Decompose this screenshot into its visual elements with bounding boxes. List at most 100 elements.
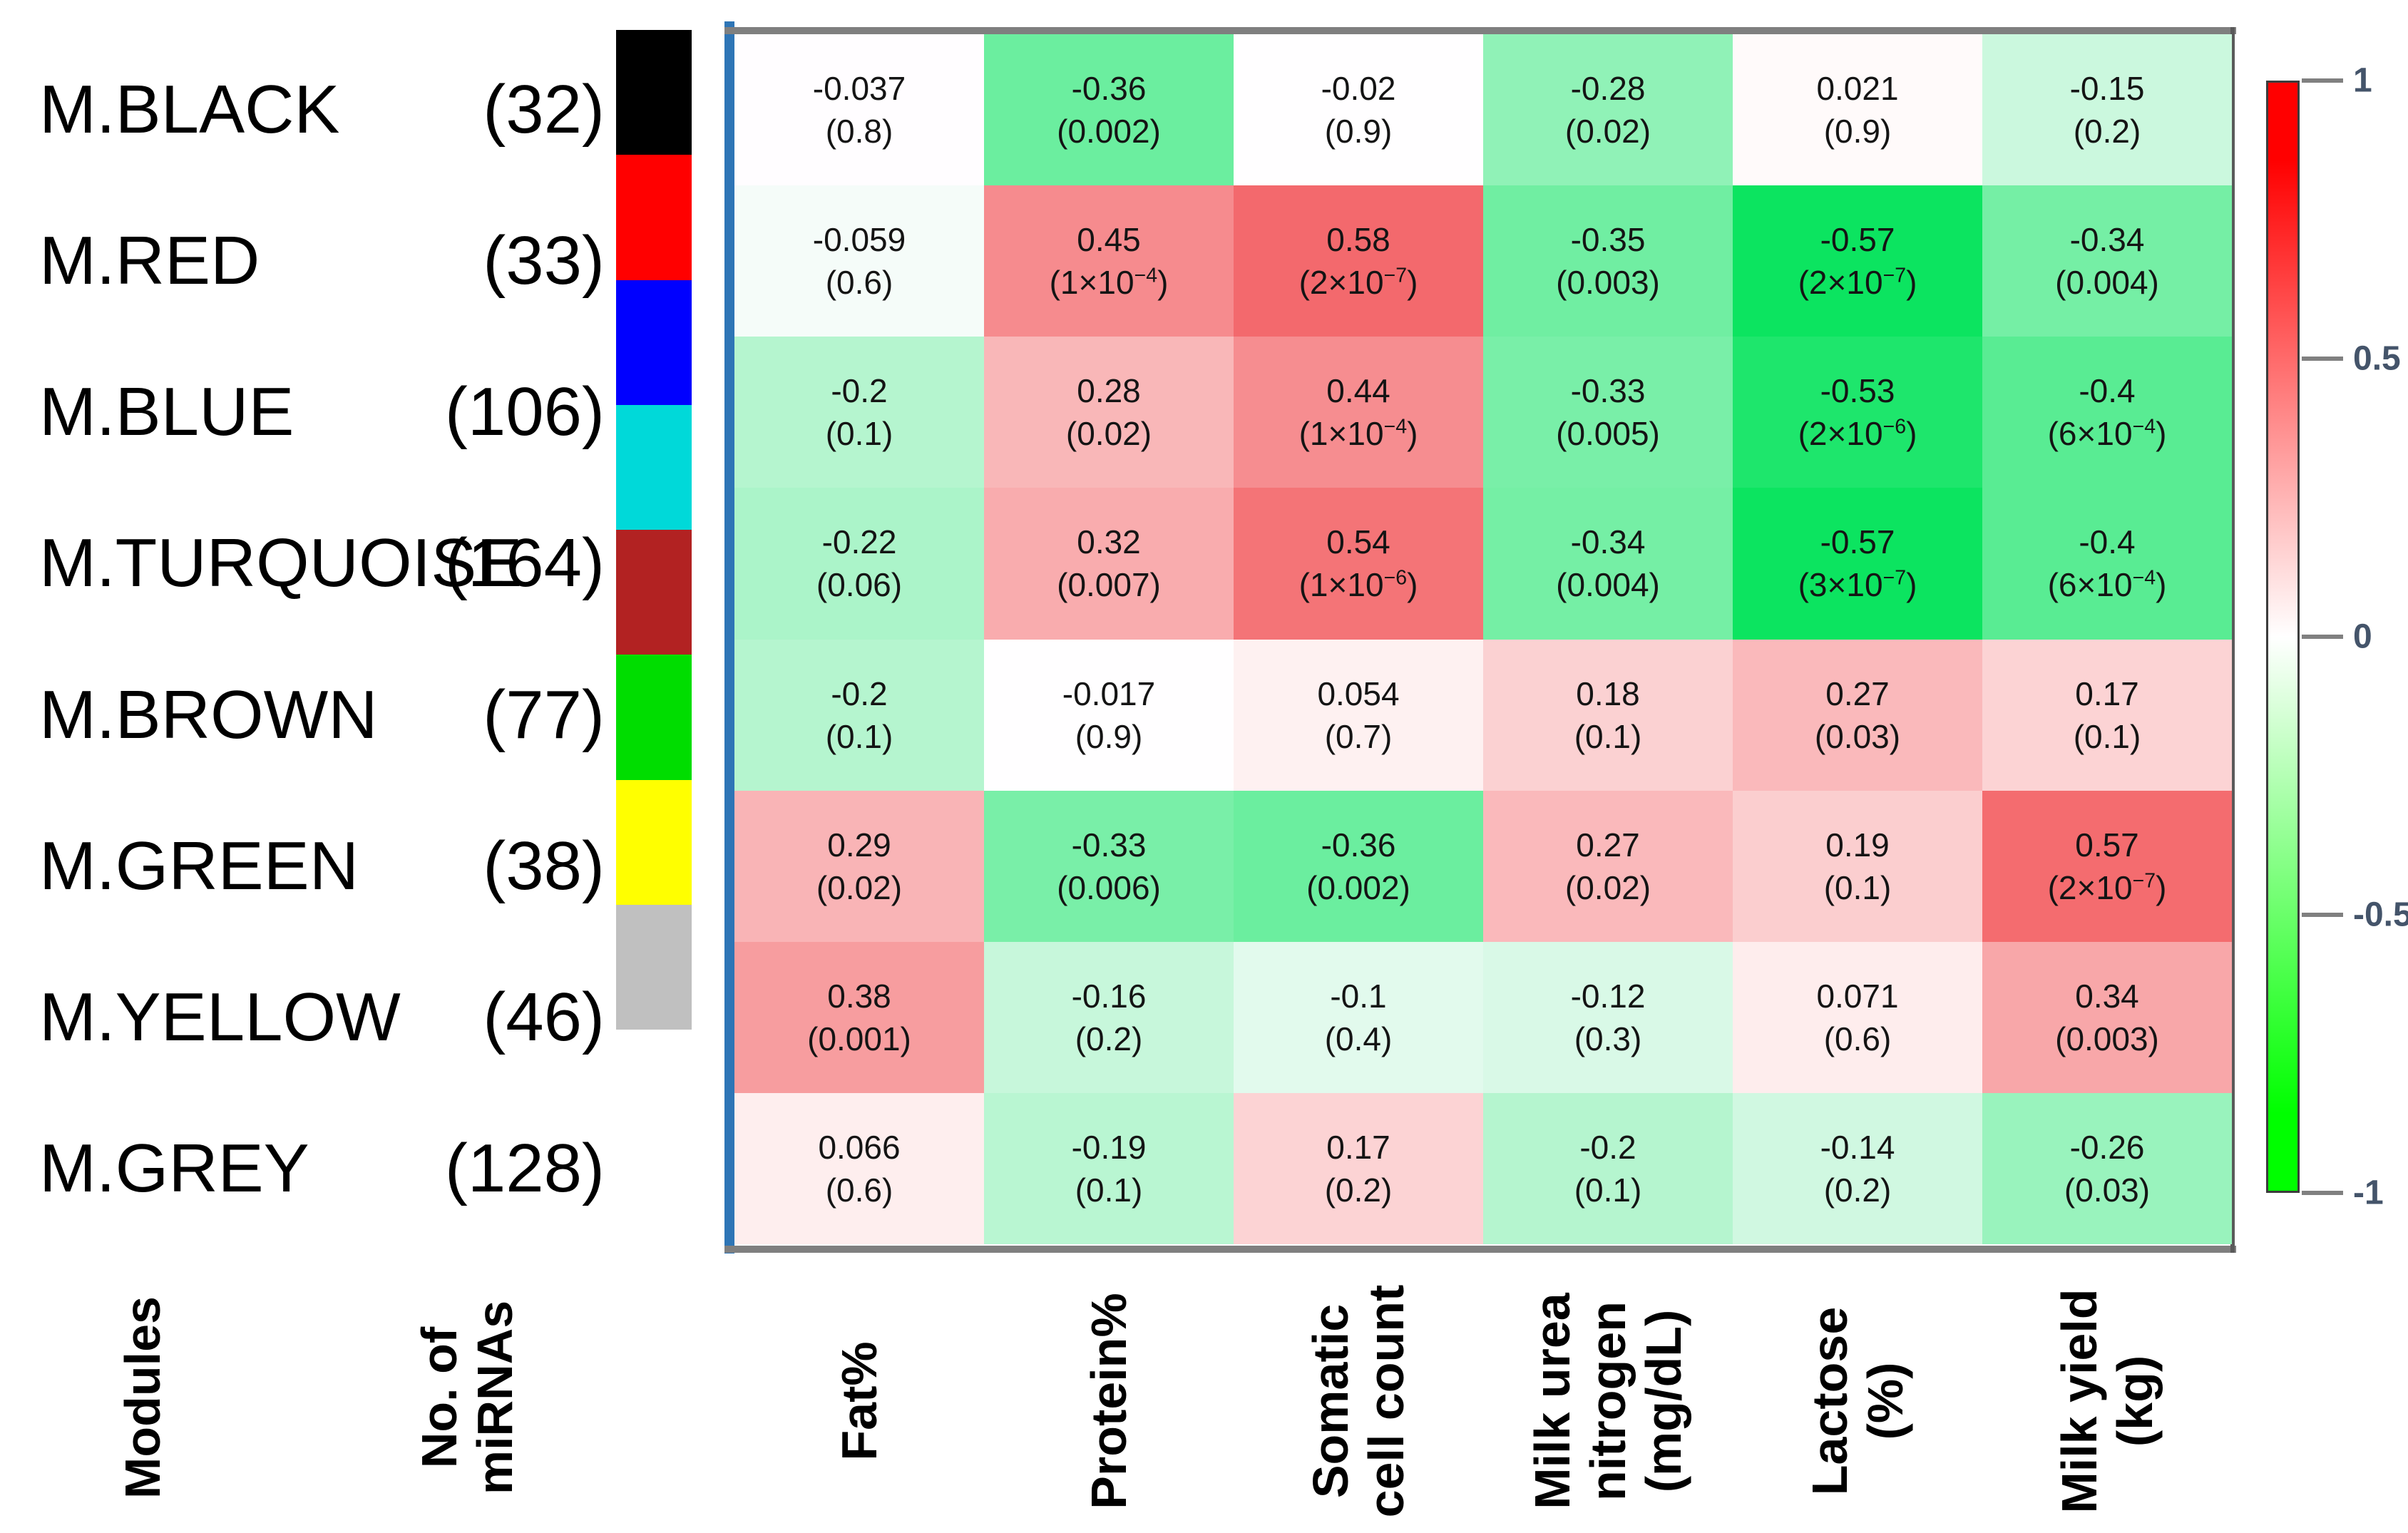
p-value: (0.002): [1306, 868, 1410, 906]
heatmap-cell: 0.071 (0.6): [1733, 941, 1982, 1093]
mirna-axis-label-line: miRNAs: [467, 1300, 523, 1495]
column-label: Somatic cell count: [1303, 1285, 1414, 1518]
colorbar-tick-line: [2302, 78, 2343, 83]
column-label: Lactose (%): [1802, 1307, 1913, 1496]
heatmap-cell: 0.58 (2×10−7): [1234, 185, 1483, 337]
heatmap-cell: 0.17 (0.2): [1234, 1092, 1483, 1244]
correlation-value: 0.54: [1326, 523, 1390, 561]
heatmap-cell: -0.22 (0.06): [734, 488, 984, 640]
correlation-value: -0.33: [1570, 372, 1646, 410]
heatmap-cell: 0.19 (0.1): [1733, 790, 1982, 942]
p-value: (0.001): [807, 1020, 911, 1057]
heatmap-frame-top-border: [724, 27, 2236, 34]
module-row: M.TURQUOISE (164): [0, 488, 613, 639]
correlation-value: 0.17: [1326, 1128, 1390, 1166]
column-label-line: Protein%: [1081, 1293, 1137, 1509]
heatmap-cell: -0.15 (0.2): [1982, 34, 2232, 186]
correlation-value: -0.28: [1570, 70, 1646, 108]
heatmap-cell: -0.36 (0.002): [1234, 790, 1483, 942]
p-value: (0.9): [1823, 113, 1892, 150]
mirna-count-axis-label: No. of miRNAs: [411, 1301, 523, 1494]
module-mirna-count: (77): [483, 676, 605, 753]
module-color-swatch: [616, 155, 692, 280]
correlation-value: 0.27: [1825, 675, 1890, 712]
correlation-value: -0.35: [1570, 221, 1646, 259]
colorbar: [2266, 81, 2300, 1193]
column-label-line: (%): [1858, 1362, 1913, 1440]
correlation-value: 0.19: [1825, 826, 1890, 863]
heatmap-cell: 0.44 (1×10−4): [1234, 337, 1483, 488]
module-color-swatch: [616, 655, 692, 780]
p-value: (3×10−7): [1798, 566, 1917, 604]
p-value: (0.003): [1556, 264, 1660, 302]
p-value: (1×10−6): [1298, 566, 1418, 604]
p-value-exponent: −7: [2132, 869, 2156, 893]
module-row: M.BLUE (106): [0, 337, 613, 488]
heatmap-cell: -0.14 (0.2): [1733, 1092, 1982, 1244]
heatmap-cell: -0.4 (6×10−4): [1982, 337, 2232, 488]
module-row: M.GREY (128): [0, 1093, 613, 1244]
correlation-value: -0.57: [1820, 221, 1895, 259]
correlation-value: -0.19: [1071, 1128, 1147, 1166]
correlation-value: 0.32: [1077, 523, 1141, 561]
module-row: M.GREEN (38): [0, 791, 613, 942]
p-value: (0.9): [1324, 113, 1393, 150]
p-value: (0.1): [825, 717, 893, 755]
p-value: (0.03): [2064, 1171, 2151, 1209]
p-value: (0.005): [1556, 415, 1660, 453]
correlation-value: -0.22: [821, 523, 897, 561]
module-name-label: M.GREY: [39, 1129, 309, 1206]
module-row: M.RED (33): [0, 185, 613, 337]
module-name-label: M.RED: [39, 222, 260, 299]
module-mirna-count: (106): [444, 374, 605, 451]
heatmap-cell: -0.57 (2×10−7): [1733, 185, 1982, 337]
heatmap-cell: -0.33 (0.006): [984, 790, 1234, 942]
heatmap-cell: 0.066 (0.6): [734, 1092, 984, 1244]
module-row: M.BLACK (32): [0, 34, 613, 185]
heatmap-cell: -0.1 (0.4): [1234, 941, 1483, 1093]
heatmap-cell: -0.53 (2×10−6): [1733, 337, 1982, 488]
heatmap-frame-left-border: [724, 21, 734, 1253]
heatmap-cell: -0.28 (0.02): [1483, 34, 1733, 186]
correlation-value: -0.2: [831, 372, 888, 410]
p-value: (0.2): [1823, 1171, 1892, 1209]
correlation-value: -0.2: [831, 675, 888, 712]
module-mirna-count: (32): [483, 71, 605, 148]
module-color-swatch: [616, 530, 692, 655]
colorbar-tick-line: [2302, 357, 2343, 361]
correlation-value: -0.26: [2069, 1128, 2145, 1166]
mirna-axis-label-line: No. of: [411, 1326, 467, 1469]
p-value: (0.9): [1075, 717, 1143, 755]
p-value: (0.1): [1574, 717, 1642, 755]
heatmap-cell: 0.27 (0.03): [1733, 639, 1982, 791]
correlation-value: -0.16: [1071, 977, 1147, 1015]
correlation-value: -0.53: [1820, 372, 1895, 410]
heatmap-cell: -0.2 (0.1): [1483, 1092, 1733, 1244]
correlation-value: -0.4: [2079, 523, 2136, 561]
colorbar-tick-line: [2302, 1191, 2343, 1195]
p-value: (0.004): [1556, 566, 1660, 604]
correlation-value: -0.059: [812, 221, 906, 259]
correlation-value: -0.017: [1062, 675, 1156, 712]
correlation-value: 0.18: [1576, 675, 1640, 712]
heatmap-cell: -0.037 (0.8): [734, 34, 984, 186]
correlation-value: 0.071: [1816, 977, 1899, 1015]
p-value-exponent: −6: [1383, 567, 1408, 590]
heatmap-cell: -0.017 (0.9): [984, 639, 1234, 791]
module-row: M.BROWN (77): [0, 640, 613, 791]
heatmap-cell: 0.34 (0.003): [1982, 941, 2232, 1093]
heatmap-cell: -0.34 (0.004): [1982, 185, 2232, 337]
correlation-value: -0.36: [1071, 70, 1147, 108]
p-value: (0.3): [1574, 1020, 1642, 1057]
p-value-exponent: −4: [2132, 415, 2156, 439]
correlation-value: -0.33: [1071, 826, 1147, 863]
heatmap-cell: -0.19 (0.1): [984, 1092, 1234, 1244]
correlation-value: -0.4: [2079, 372, 2136, 410]
p-value: (0.02): [1564, 113, 1651, 150]
p-value: (2×10−7): [2047, 868, 2167, 906]
correlation-value: -0.037: [812, 70, 906, 108]
modules-axis-label: Modules: [115, 1296, 170, 1499]
p-value: (0.006): [1057, 868, 1161, 906]
p-value-exponent: −4: [2132, 567, 2156, 590]
